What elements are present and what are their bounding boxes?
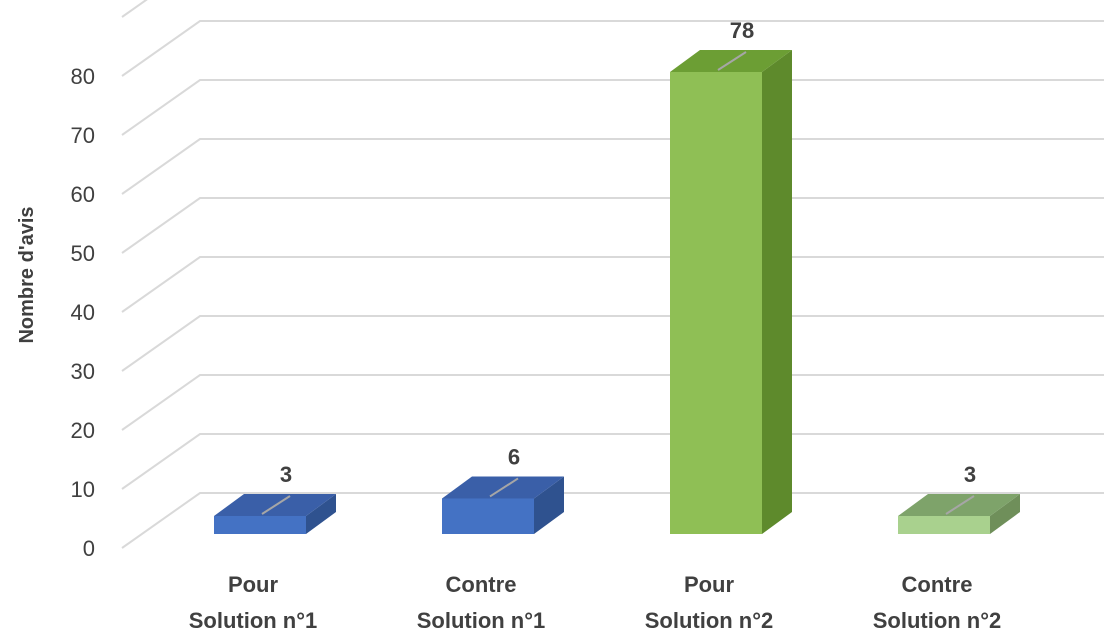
gridline	[121, 79, 1104, 136]
y-tick-label: 30	[71, 359, 95, 384]
y-axis-title: Nombre d'avis	[16, 206, 38, 343]
y-tick-label: 0	[83, 536, 95, 561]
x-axis-categories: Pour Solution n°1 Contre Solution n°1 Pour So…	[189, 572, 1002, 631]
category-label: Solution n°1	[189, 608, 318, 631]
bar-side	[990, 494, 1020, 534]
label-leader-line	[945, 495, 975, 515]
category-label: Solution n°2	[873, 608, 1002, 631]
gridline	[121, 20, 1104, 77]
y-tick-label: 70	[71, 123, 95, 148]
label-leader-line	[717, 51, 747, 71]
gridline	[121, 138, 1104, 195]
bar-side	[306, 494, 336, 534]
y-tick-label: 10	[71, 477, 95, 502]
bar-front	[898, 516, 990, 534]
y-tick-label: 60	[71, 182, 95, 207]
category-label: Pour	[684, 572, 735, 597]
y-axis-ticks: 0 10 20 30 40 50 60 70 80	[71, 64, 95, 561]
bars	[214, 50, 1020, 534]
y-tick-label: 80	[71, 64, 95, 89]
gridline	[121, 492, 1104, 549]
category-label: Solution n°2	[645, 608, 774, 631]
y-tick-label: 20	[71, 418, 95, 443]
bar-side	[534, 476, 564, 534]
bar-front	[442, 498, 534, 534]
gridlines	[121, 0, 1104, 549]
bar	[442, 476, 564, 534]
y-tick-label: 50	[71, 241, 95, 266]
bar-front	[214, 516, 306, 534]
category-label: Contre	[446, 572, 517, 597]
data-label: 6	[508, 444, 520, 469]
bar	[898, 494, 1020, 534]
data-label: 3	[964, 462, 976, 487]
data-labels: 3 6 78 3	[280, 18, 976, 487]
label-leader-line	[489, 477, 519, 498]
gridline	[121, 433, 1104, 490]
category-label: Pour	[228, 572, 279, 597]
gridline	[121, 374, 1104, 431]
label-leader-line	[261, 495, 291, 515]
gridline	[121, 256, 1104, 313]
category-label: Solution n°1	[417, 608, 546, 631]
y-tick-label: 40	[71, 300, 95, 325]
bar	[670, 50, 792, 534]
bar	[214, 494, 336, 534]
gridline	[121, 0, 148, 18]
gridline	[121, 315, 1104, 372]
bar-side	[762, 50, 792, 534]
data-label: 3	[280, 462, 292, 487]
data-label: 78	[730, 18, 754, 43]
gridline	[121, 197, 1104, 254]
bar-front	[670, 72, 762, 534]
category-label: Contre	[902, 572, 973, 597]
